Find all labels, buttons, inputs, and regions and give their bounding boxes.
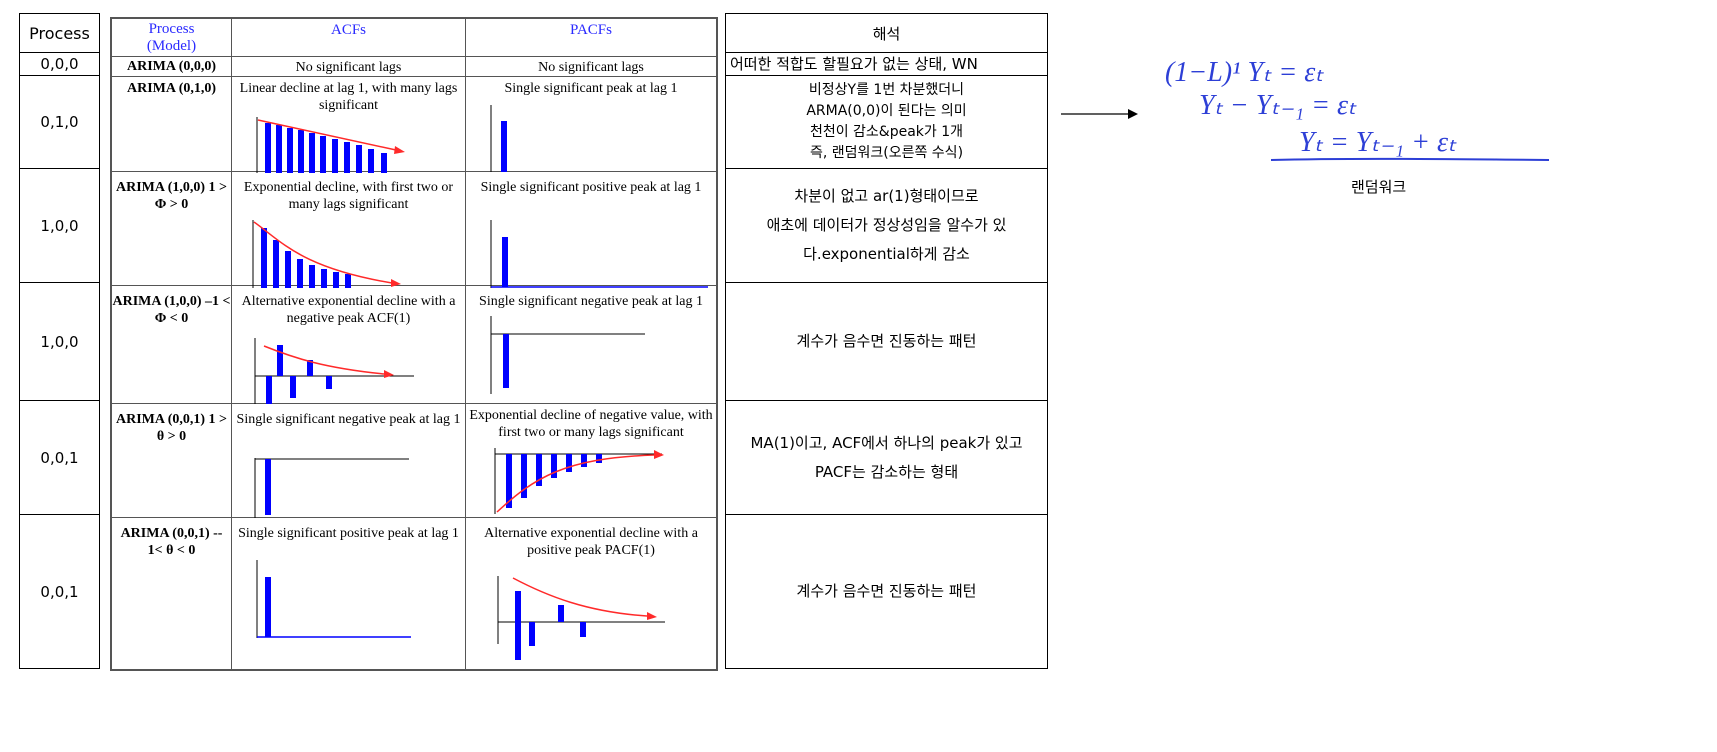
interpretation-header-label: 해석: [872, 24, 901, 43]
pacf-description: Alternative exponential decline with a p…: [484, 526, 698, 558]
acf-description: Single significant negative peak at lag …: [236, 412, 461, 427]
pacf-cell: Alternative exponential decline with a p…: [466, 518, 716, 669]
process-header: Process: [19, 13, 100, 53]
pacf-cell: Single significant peak at lag 1: [466, 77, 716, 172]
acf-description: Single significant positive peak at lag …: [238, 526, 459, 541]
acf-positive-peak-plot: [256, 560, 411, 638]
pacf-description: Single significant negative peak at lag …: [479, 294, 703, 309]
acf-cell: Exponential decline, with first two or m…: [232, 172, 466, 288]
acf-exp-decline-plot: [252, 220, 401, 288]
handwritten-equations: (1−L)¹ Yₜ = εₜ Yₜ − Yₜ₋₁ = εₜ Yₜ = Yₜ₋₁ …: [1165, 55, 1585, 165]
interpretation-row: 어떠한 적합도 할필요가 없는 상태, WN: [725, 52, 1048, 76]
acf-cell: No significant lags: [232, 57, 466, 77]
process-value: 1,0,0: [40, 216, 79, 235]
model-cell: ARIMA (0,0,0): [112, 57, 232, 77]
process-value: 0,0,1: [40, 448, 79, 467]
acf-cell: Linear decline at lag 1, with many lags …: [232, 77, 466, 173]
acf-alternating-decline-plot: [254, 338, 414, 404]
interpretation-text: 비정상Y를 1번 차분했더니 ARMA(0,0)이 된다는 의미 천천이 감소&…: [806, 82, 967, 161]
pacf-description: Single significant positive peak at lag …: [480, 180, 702, 195]
interpretation-row: MA(1)이고, ACF에서 하나의 peak가 있고 PACF는 감소하는 형…: [725, 400, 1048, 515]
acf-description: Exponential decline, with first two or m…: [243, 180, 454, 212]
model-cell: ARIMA (0,0,1) -- 1< θ < 0: [112, 518, 232, 669]
handwritten-underline: [1270, 157, 1550, 161]
process-value: 0,0,1: [40, 582, 79, 601]
acf-cell: Single significant positive peak at lag …: [232, 518, 466, 669]
pacf-cell: Single significant positive peak at lag …: [466, 172, 716, 288]
col-header-model: Process (Model): [112, 19, 232, 57]
interpretation-text: 어떠한 적합도 할필요가 없는 상태, WN: [730, 55, 978, 73]
interpretation-text: MA(1)이고, ACF에서 하나의 peak가 있고 PACF는 감소하는 형…: [750, 433, 1023, 481]
pacf-cell: Exponential decline of negative value, w…: [466, 404, 716, 518]
model-cell: ARIMA (1,0,0) 1 > Φ > 0: [112, 172, 232, 286]
handwritten-line: Yₜ − Yₜ₋₁ = εₜ: [1199, 90, 1357, 121]
process-row: 1,0,0: [19, 282, 100, 401]
acf-description: Alternative exponential decline with a n…: [241, 294, 456, 326]
process-value: 0,1,0: [40, 113, 79, 131]
model-cell: ARIMA (0,1,0): [112, 77, 232, 172]
interpretation-row: 계수가 음수면 진동하는 패턴: [725, 514, 1048, 669]
handwritten-line: Yₜ = Yₜ₋₁ + εₜ: [1299, 127, 1457, 158]
acf-negative-peak-plot: [254, 458, 409, 518]
interpretation-text: 계수가 음수면 진동하는 패턴: [796, 332, 977, 350]
col-header-pacf: PACFs: [466, 19, 716, 57]
process-row: 0,0,1: [19, 514, 100, 669]
interpretation-row: 차분이 없고 ar(1)형태이므로 애초에 데이터가 정상성임을 알수가 있 다…: [725, 168, 1048, 283]
pacf-description: Single significant peak at lag 1: [504, 81, 678, 96]
model-cell: ARIMA (0,0,1) 1 > θ > 0: [112, 404, 232, 518]
acf-cell: Single significant negative peak at lag …: [232, 404, 466, 518]
interpretation-header: 해석: [725, 13, 1048, 53]
interpretation-text: 계수가 음수면 진동하는 패턴: [796, 582, 977, 600]
pacf-cell: No significant lags: [466, 57, 716, 77]
pacf-description: Exponential decline of negative value, w…: [469, 408, 713, 440]
acf-linear-decline-plot: [256, 117, 405, 173]
pacf-alternating-decline-plot: [497, 576, 665, 660]
acf-cell: Alternative exponential decline with a n…: [232, 286, 466, 404]
col-header-acf: ACFs: [232, 19, 466, 57]
arima-table: Process (Model) ACFs PACFs ARIMA (0,0,0)…: [110, 17, 718, 671]
interpretation-row: 계수가 음수면 진동하는 패턴: [725, 282, 1048, 401]
interpretation-row: 비정상Y를 1번 차분했더니 ARMA(0,0)이 된다는 의미 천천이 감소&…: [725, 75, 1048, 169]
process-header-label: Process: [29, 23, 90, 43]
process-row: 0,0,1: [19, 400, 100, 515]
acf-description: Linear decline at lag 1, with many lags …: [239, 81, 458, 113]
pacf-cell: Single significant negative peak at lag …: [466, 286, 716, 404]
pacf-positive-peak-plot: [490, 220, 708, 288]
model-cell: ARIMA (1,0,0) –1 < Φ < 0: [112, 286, 232, 404]
process-row: 0,1,0: [19, 75, 100, 169]
right-arrow-icon: [1061, 109, 1138, 119]
random-walk-caption: 랜덤워크: [1351, 178, 1407, 196]
process-value: 0,0,0: [40, 55, 79, 73]
handwritten-line: (1−L)¹ Yₜ = εₜ: [1165, 57, 1324, 88]
process-row: 0,0,0: [19, 52, 100, 76]
pacf-negative-peak-plot: [490, 316, 645, 394]
process-row: 1,0,0: [19, 168, 100, 283]
process-value: 1,0,0: [40, 332, 79, 351]
pacf-single-peak-plot: [490, 105, 507, 172]
pacf-negative-exp-decline-plot: [494, 448, 664, 514]
interpretation-text: 차분이 없고 ar(1)형태이므로 애초에 데이터가 정상성임을 알수가 있 다…: [766, 187, 1007, 263]
